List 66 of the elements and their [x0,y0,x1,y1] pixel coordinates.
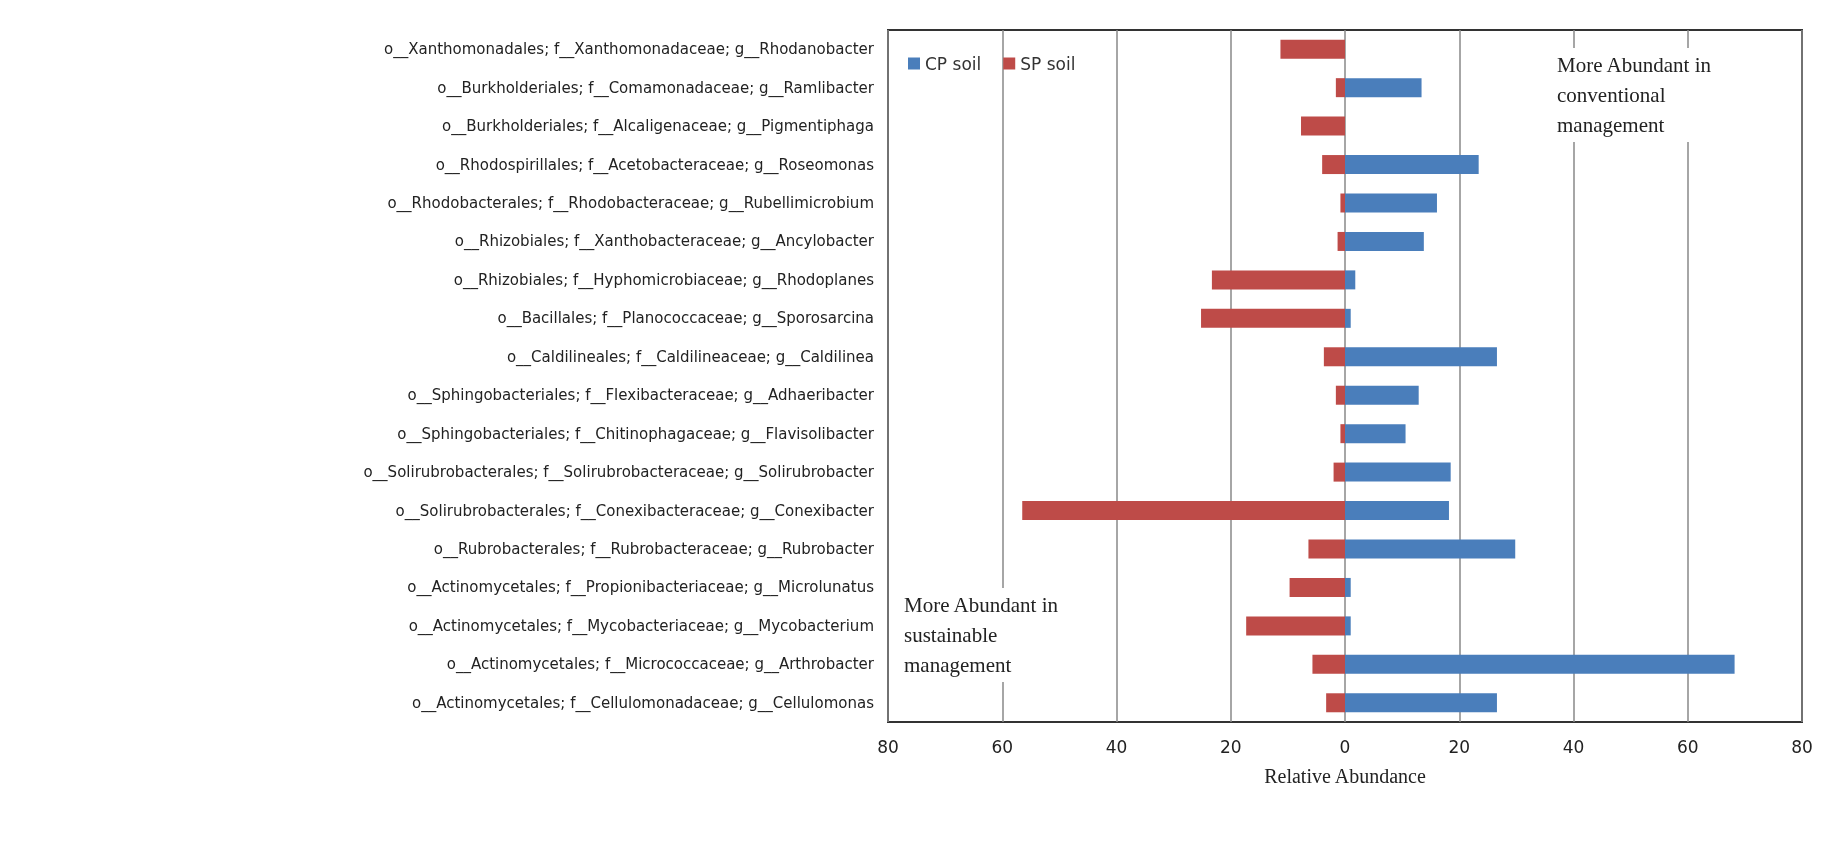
bar [1345,385,1419,405]
y-tick-label: o__Solirubrobacterales; f__Conexibacteraceae; g__Conexibacter [395,501,875,521]
bar [1246,616,1345,636]
y-tick-label: o__Caldilineales; f__Caldilineaceae; g__Caldilinea [506,347,874,367]
y-tick-label: o__Actinomycetales; f__Mycobacteriaceae; g__Mycobacterium [408,616,874,636]
bar [1345,539,1516,559]
y-tick-label: o__Bacillales; f__Planococcaceae; g__Sporosarcina [497,309,874,329]
x-tick-label: 0 [1339,736,1351,757]
bar [1326,693,1345,713]
x-tick-label: 60 [1676,736,1699,757]
y-tick-label: o__Actinomycetales; f__Propionibacteriaceae; g__Microlunatus [407,578,875,598]
bar [1345,155,1479,175]
bar [1345,462,1451,482]
x-tick-label: 20 [1448,736,1471,757]
bar [1345,501,1449,521]
y-tick-label: o__Solirubrobacterales; f__Solirubrobacteraceae; g__Solirubrobacter [363,463,875,483]
bar [1312,654,1345,674]
bar [1201,308,1345,328]
bar [1335,385,1345,405]
bar [1308,539,1345,559]
y-tick-label: o__Sphingobacteriales; f__Flexibacteraceae; g__Adhaeribacter [407,386,875,406]
x-tick-label: 40 [1105,736,1128,757]
x-tick-label: 80 [877,736,899,757]
bar [1345,577,1351,597]
bar [1322,155,1345,175]
y-tick-label: o__Sphingobacteriales; f__Chitinophagaceae; g__Flavisolibacter [397,424,875,444]
bar [1345,193,1437,213]
bar [1345,693,1497,713]
legend-label: SP soil [1020,53,1076,74]
bar [1345,616,1351,636]
y-tick-label: o__Burkholderiales; f__Alcaligenaceae; g__Pigmentiphaga [442,117,874,137]
bar [1345,424,1406,444]
bar [1340,193,1345,213]
bar [1345,347,1497,367]
x-tick-label: 40 [1562,736,1585,757]
bar [1345,231,1424,251]
y-tick-label: o__Burkholderiales; f__Comamonadaceae; g__Ramlibacter [437,78,875,98]
y-tick-label: o__Rhodospirillales; f__Acetobacteraceae; g__Roseomonas [435,155,875,175]
y-tick-label: o__Rhodobacterales; f__Rhodobacteraceae; g__Rubellimicrobium [387,194,874,213]
bar [1280,39,1345,59]
bar [1301,116,1345,136]
annotation: More Abundant in sustainable management [904,593,1064,677]
x-tick-label: 60 [991,736,1014,757]
legend-label: CP soil [925,53,982,74]
bar [1345,654,1735,674]
bar [1345,308,1351,328]
bar [1323,347,1345,367]
bar [1340,424,1345,444]
bar [1337,231,1345,251]
y-tick-label: o__Rhizobiales; f__Hyphomicrobiaceae; g__Rhodoplanes [453,270,875,290]
bar [1345,78,1422,98]
y-tick-label: o__Rhizobiales; f__Xanthobacteraceae; g__Ancylobacter [454,232,875,252]
y-tick-label: o__Actinomycetales; f__Micrococcaceae; g__Arthrobacter [446,655,875,675]
bar [1335,78,1345,98]
x-axis-title: Relative Abundance [1264,765,1426,787]
x-tick-label: 80 [1791,736,1813,757]
x-tick-label: 20 [1219,736,1242,757]
bar [1289,577,1345,597]
y-tick-label: o__Rubrobacterales; f__Rubrobacteraceae; g__Rubrobacter [433,540,875,559]
y-tick-label: o__Xanthomonadales; f__Xanthomonadaceae; g__Rhodanobacter [384,40,875,60]
bar [1022,501,1345,521]
y-tick-label: o__Actinomycetales; f__Cellulomonadaceae; g__Cellulomonas [411,693,875,713]
annotation: More Abundant in conventional management [1557,53,1717,137]
bar [1345,270,1356,290]
bar [1333,462,1345,482]
bar [1211,270,1345,290]
